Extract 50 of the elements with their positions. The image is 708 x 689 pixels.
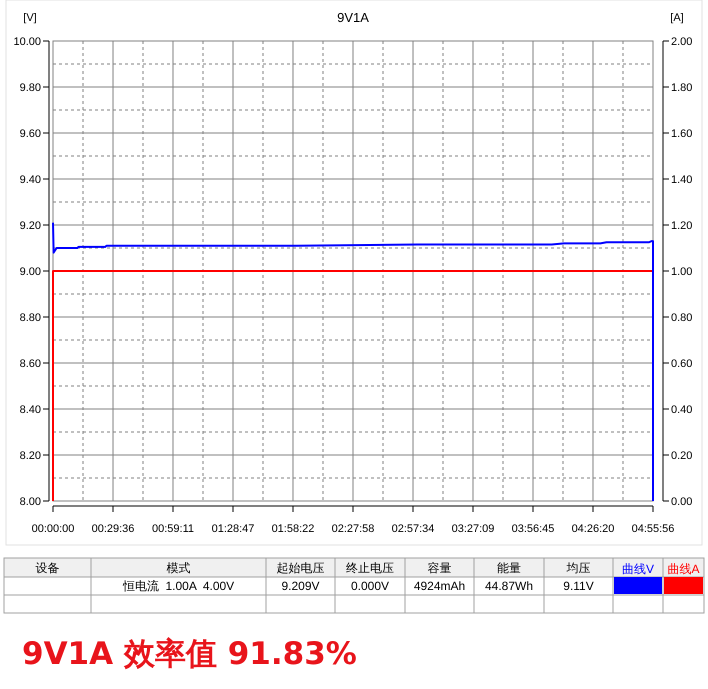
y-tick-label: 9.00: [20, 266, 41, 278]
y2-tick-label: 0.00: [671, 496, 692, 508]
y-tick-label: 8.20: [20, 450, 41, 462]
y2-tick-label: 1.60: [671, 128, 692, 140]
text: 设备: [36, 561, 60, 575]
x-tick-label: 02:27:58: [332, 523, 374, 535]
x-tick-label: 00:59:11: [152, 523, 194, 535]
y-tick-label: 9.60: [20, 128, 41, 140]
y-tick-label: 9.20: [20, 220, 41, 232]
y-tick-label: 8.80: [20, 312, 41, 324]
text: 恒电流 1.00A 4.00V: [122, 579, 234, 593]
x-tick-label: 01:58:22: [272, 523, 314, 535]
text: 9V1A 效率值 91.83%: [22, 636, 357, 672]
y-tick-label: 8.00: [20, 496, 41, 508]
y-axis-title: [V]: [23, 12, 37, 24]
y2-tick-label: 1.80: [671, 82, 692, 94]
y2-axis-title: [A]: [670, 12, 684, 24]
y-tick-label: 9.80: [20, 82, 41, 94]
title: 9V1A: [337, 10, 369, 25]
x-tick-label: 02:57:34: [392, 523, 434, 535]
x-tick-label: 03:27:09: [452, 523, 494, 535]
y2-tick-label: 0.40: [671, 404, 692, 416]
y-tick-label: 10.00: [13, 36, 41, 48]
text: 容量: [428, 561, 452, 575]
text: 4924mAh: [414, 579, 466, 593]
y2-tick-label: 0.60: [671, 358, 692, 370]
text: 0.000V: [350, 579, 390, 593]
y-tick-label: 8.60: [20, 358, 41, 370]
y-tick-label: 8.40: [20, 404, 41, 416]
y2-tick-label: 0.80: [671, 312, 692, 324]
x-tick-label: 01:28:47: [212, 523, 254, 535]
y2-tick-label: 1.40: [671, 174, 692, 186]
x-tick-label: 04:55:56: [632, 523, 674, 535]
text: 终止电压: [346, 561, 394, 575]
text: 均压: [566, 561, 590, 575]
y2-tick-label: 1.00: [671, 266, 692, 278]
y2-tick-label: 1.20: [671, 220, 692, 232]
y2-tick-label: 2.00: [671, 36, 692, 48]
text: 起始电压: [276, 561, 324, 575]
x-tick-label: 00:29:36: [92, 523, 134, 535]
text: 能量: [497, 561, 521, 575]
text: 9.11V: [563, 579, 594, 593]
text: 9.209V: [281, 579, 320, 593]
x-tick-label: 00:00:00: [32, 523, 74, 535]
y-tick-label: 9.40: [20, 174, 41, 186]
text: 44.87Wh: [484, 579, 534, 593]
x-tick-label: 03:56:45: [512, 523, 554, 535]
x-tick-label: 04:26:20: [572, 523, 614, 535]
y2-tick-label: 0.20: [671, 450, 692, 462]
text: 模式: [166, 561, 190, 575]
